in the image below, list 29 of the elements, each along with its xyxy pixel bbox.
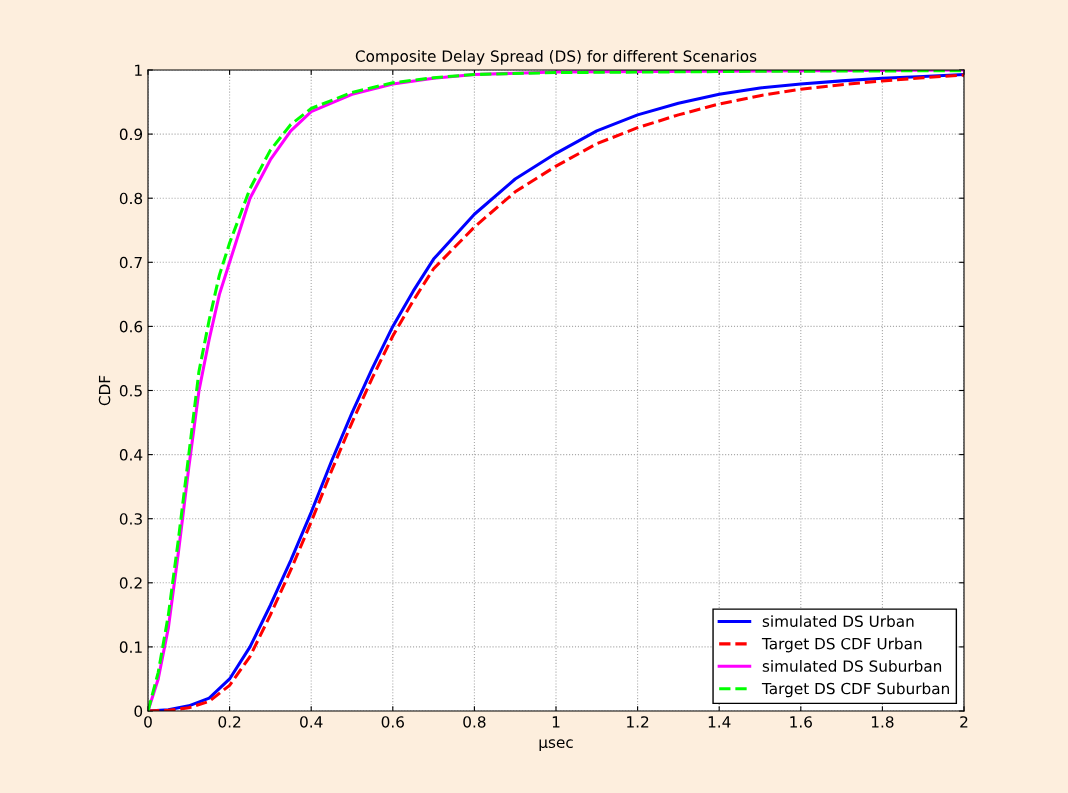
x-tick-label: 1.4 [708, 716, 731, 728]
x-tick-label: 0 [144, 716, 152, 728]
legend-label: Target DS CDF Suburban [761, 682, 949, 698]
y-axis-title: CDF [98, 375, 111, 406]
x-tick-label: 1.8 [871, 716, 894, 728]
y-tick-label: 0.2 [119, 577, 142, 589]
y-tick-label: 0.3 [119, 513, 142, 525]
x-tick-label: 1 [552, 716, 560, 728]
y-tick-label: 0.4 [119, 449, 143, 461]
x-tick-label: 0.8 [463, 716, 486, 728]
legend-label: Target DS CDF Urban [761, 637, 922, 653]
x-tick-label: 2 [960, 716, 968, 728]
y-tick-label: 0.5 [119, 384, 142, 397]
x-axis-title: µsec [539, 739, 573, 751]
y-tick-label: 0.9 [119, 128, 143, 141]
y-tick-label: 0 [134, 705, 143, 718]
y-tick-label: 0.6 [119, 320, 143, 333]
legend-label: simulated DS Suburban [762, 660, 942, 672]
x-tick-label: 1.2 [627, 716, 649, 728]
chart-title: Composite Delay Spread (DS) for different Scenarios [355, 50, 757, 65]
legend-label: simulated DS Urban [762, 615, 914, 628]
y-tick-label: 1 [135, 64, 142, 76]
x-tick-label: 1.6 [790, 716, 812, 728]
y-tick-label: 0.1 [119, 641, 142, 653]
y-tick-label: 0.8 [119, 192, 143, 205]
x-tick-label: 0.6 [381, 716, 404, 728]
x-tick-label: 0.4 [300, 716, 323, 728]
x-tick-label: 0.2 [218, 716, 241, 728]
y-tick-label: 0.7 [119, 256, 142, 269]
